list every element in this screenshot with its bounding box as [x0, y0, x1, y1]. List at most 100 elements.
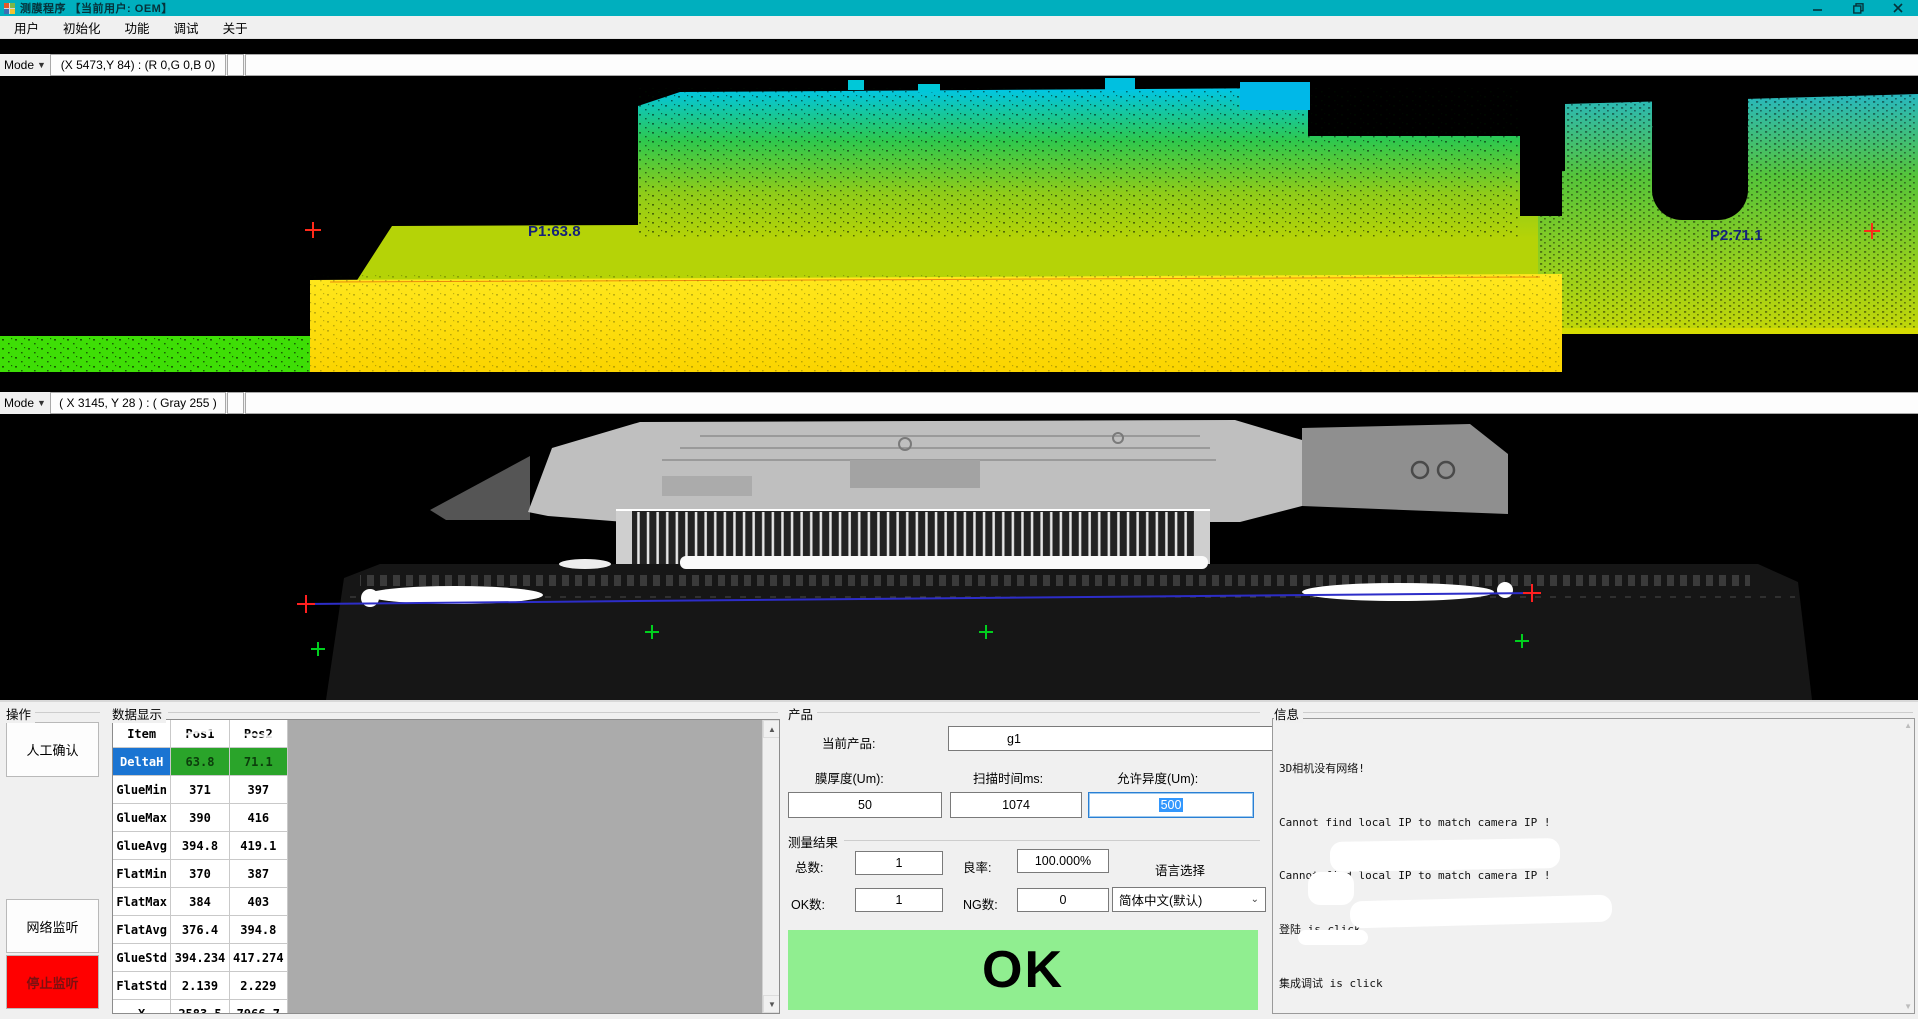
- yield-label: 良率:: [963, 861, 992, 875]
- app-icon: [4, 2, 15, 14]
- grayscale-2d-view[interactable]: [0, 414, 1918, 700]
- pos2-cell: 416: [230, 804, 288, 831]
- close-button[interactable]: [1878, 0, 1918, 16]
- camera3d-seg-small: [227, 54, 244, 76]
- table-row[interactable]: GlueMax 390 416: [113, 804, 288, 832]
- language-label: 语言选择: [1155, 864, 1206, 878]
- camera3d-pixel-readout: (X 5473,Y 84) : (R 0,G 0,B 0): [50, 54, 226, 76]
- scroll-up-arrow[interactable]: ▲: [1904, 721, 1912, 730]
- chevron-down-icon: ⌄: [1250, 894, 1259, 905]
- ng-count-input[interactable]: 0: [1017, 888, 1109, 912]
- column-header: Pos1: [171, 720, 230, 747]
- table-scrollbar[interactable]: ▲ ▼: [762, 720, 779, 1013]
- current-product-input[interactable]: g1: [948, 726, 1313, 751]
- pos1-cell: 370: [171, 860, 230, 887]
- pos1-cell: 371: [171, 776, 230, 803]
- column-header: Item: [113, 720, 172, 747]
- scroll-down-arrow[interactable]: ▼: [763, 995, 779, 1013]
- item-cell: FlatStd: [113, 972, 172, 999]
- item-cell: GlueAvg: [113, 832, 172, 859]
- menu-item[interactable]: 关于: [222, 21, 248, 36]
- table-row[interactable]: GlueMin 371 397: [113, 776, 288, 804]
- table-row[interactable]: FlatMax 384 403: [113, 888, 288, 916]
- table-row[interactable]: FlatStd 2.139 2.229: [113, 972, 288, 1000]
- camera3d-mode-bar: Mode ▼ (X 5473,Y 84) : (R 0,G 0,B 0): [0, 54, 1918, 76]
- language-select[interactable]: 简体中文(默认) ⌄: [1112, 887, 1266, 912]
- pos2-cell: 397: [230, 776, 288, 803]
- item-cell: FlatMin: [113, 860, 172, 887]
- pos1-cell: 390: [171, 804, 230, 831]
- pos1-cell: 394.8: [171, 832, 230, 859]
- menu-item[interactable]: 用户: [14, 21, 40, 36]
- heightmap-3d-view[interactable]: P1:63.8 P2:71.1: [0, 76, 1918, 374]
- scroll-down-arrow[interactable]: ▼: [1904, 1002, 1912, 1011]
- manual-confirm-button[interactable]: 人工确认: [6, 722, 99, 777]
- cross-marker-left-2d: [297, 595, 315, 613]
- film-thickness-input[interactable]: 50: [788, 792, 942, 818]
- product-title: 产品: [788, 704, 818, 723]
- table-row[interactable]: X 2583.5 7966.7: [113, 1000, 288, 1013]
- data-display-title: 数据显示: [112, 704, 167, 723]
- scan-time-label: 扫描时间ms:: [973, 772, 1044, 786]
- menu-item[interactable]: 初始化: [63, 21, 101, 36]
- redaction-mark: [1298, 930, 1368, 945]
- pos1-cell: 2583.5: [171, 1000, 230, 1013]
- table-row[interactable]: GlueStd 394.234 417.274: [113, 944, 288, 972]
- camera2d-pixel-readout: ( X 3145, Y 28 ) : ( Gray 255 ): [50, 392, 226, 414]
- heightmap-surface: [0, 76, 1918, 372]
- measure-baseline: [305, 592, 1535, 605]
- pos2-cell: 2.229: [230, 972, 288, 999]
- scroll-up-arrow[interactable]: ▲: [763, 720, 779, 738]
- menu-item[interactable]: 功能: [124, 21, 150, 36]
- table-row[interactable]: FlatMin 370 387: [113, 860, 288, 888]
- column-header: Pos2: [230, 720, 288, 747]
- item-cell: GlueMin: [113, 776, 172, 803]
- log-scrollbar[interactable]: ▲ ▼: [1900, 719, 1914, 1013]
- pos2-cell: 7966.7: [230, 1000, 288, 1013]
- pos2-cell: 71.1: [229, 748, 288, 775]
- allow-thickness-input[interactable]: 500: [1088, 792, 1254, 818]
- pos1-cell: 376.4: [171, 916, 230, 943]
- current-product-label: 当前产品:: [822, 737, 876, 751]
- redaction-mark: [1308, 872, 1354, 905]
- network-listen-button[interactable]: 网络监听: [6, 899, 99, 953]
- scan-time-input[interactable]: 1074: [950, 792, 1082, 818]
- camera2d-label: 2D相机: [6, 379, 46, 393]
- menu-bar: 用户 初始化 功能 调试 关于: [0, 16, 1918, 39]
- camera2d-mode-button[interactable]: Mode ▼: [0, 392, 50, 414]
- cross-marker-right-3d: [1864, 223, 1880, 239]
- selected-text: 500: [1158, 798, 1184, 812]
- yield-input[interactable]: 100.000%: [1017, 849, 1109, 873]
- pos2-cell: 387: [230, 860, 288, 887]
- pos1-cell: 2.139: [171, 972, 230, 999]
- ok-count-label: OK数:: [791, 898, 826, 912]
- pos2-cell: 403: [230, 888, 288, 915]
- pos2-cell: 419.1: [230, 832, 288, 859]
- table-row[interactable]: FlatAvg 376.4 394.8: [113, 916, 288, 944]
- restore-button[interactable]: [1838, 0, 1878, 16]
- table-row[interactable]: DeltaH 63.8 71.1: [113, 748, 288, 776]
- log-line: Cannot find local IP to match camera IP …: [1279, 869, 1551, 883]
- item-cell: GlueStd: [113, 944, 172, 971]
- table-row[interactable]: GlueAvg 394.8 419.1: [113, 832, 288, 860]
- camera3d-mode-button[interactable]: Mode ▼: [0, 54, 50, 76]
- menu-item[interactable]: 调试: [173, 21, 199, 36]
- pcb-image: [430, 420, 1508, 522]
- log-line: 集成调试 is click: [1279, 976, 1383, 990]
- stop-listen-button[interactable]: 停止监听: [6, 955, 99, 1009]
- ok-count-input[interactable]: 1: [855, 888, 943, 912]
- film-thickness-label: 膜厚度(Um):: [815, 772, 884, 786]
- cross-marker-left-3d: [305, 222, 321, 238]
- pos1-cell: 63.8: [171, 748, 230, 775]
- product-base-image: [326, 556, 1812, 700]
- window-title: 测膜程序 【当前用户: OEM】: [20, 3, 173, 15]
- pos1-cell: 384: [171, 888, 230, 915]
- results-title: 测量结果: [788, 832, 843, 851]
- camera3d-label: 3D相机: [6, 41, 46, 55]
- minimize-button[interactable]: [1798, 0, 1838, 16]
- p2-measure-label: P2:71.1: [1710, 227, 1763, 244]
- data-table: Item Pos1 Pos2 DeltaH 63.8 71.1 GlueMin …: [112, 719, 780, 1014]
- total-input[interactable]: 1: [855, 851, 943, 875]
- operations-title: 操作: [6, 704, 36, 723]
- green-cross-markers: [311, 625, 1529, 656]
